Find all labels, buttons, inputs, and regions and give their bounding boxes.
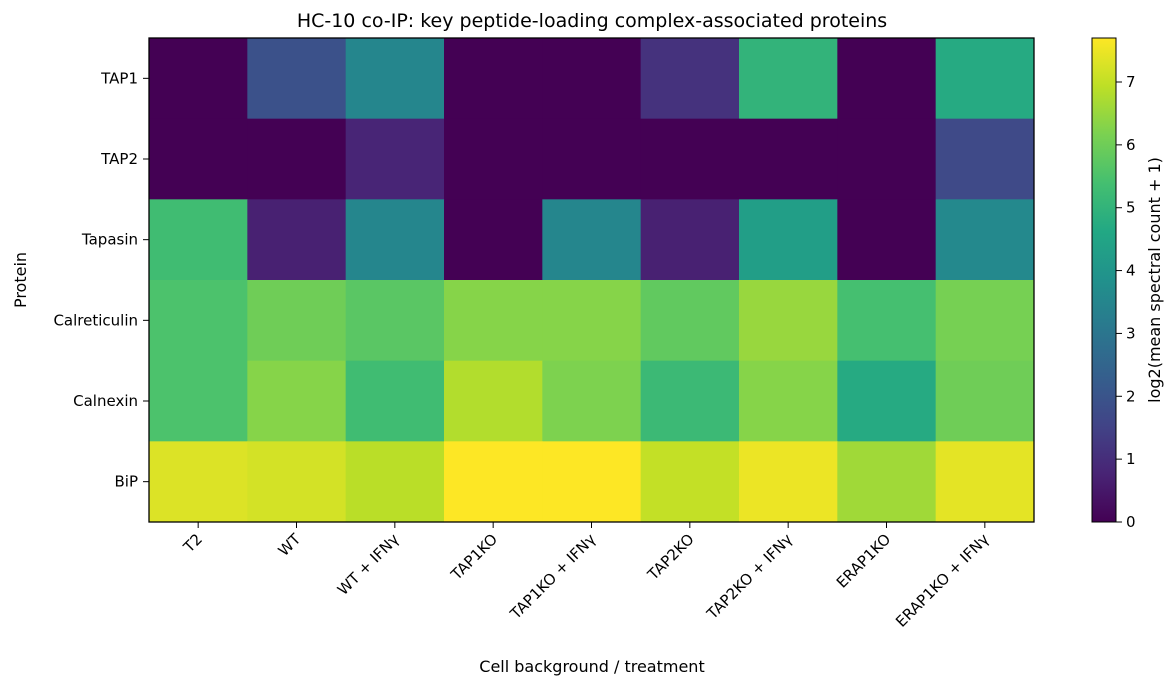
x-tick-label: TAP1KO + IFNγ <box>506 530 599 623</box>
colorbar-tick-label: 1 <box>1126 450 1136 468</box>
heatmap-cell <box>640 199 740 281</box>
heatmap-cell <box>345 199 445 281</box>
heatmap-cell <box>935 199 1035 281</box>
heatmap-cell <box>149 441 248 523</box>
heatmap-cell <box>935 441 1035 523</box>
heatmap-cell <box>837 280 937 362</box>
heatmap-cell <box>149 199 248 281</box>
heatmap-cell <box>247 118 347 200</box>
colorbar-tick-label: 2 <box>1126 387 1136 405</box>
heatmap-cell <box>247 199 347 281</box>
x-axis-label: Cell background / treatment <box>479 657 704 676</box>
heatmap-cell <box>345 38 445 120</box>
heatmap-cell <box>149 280 248 362</box>
heatmap-cell <box>935 118 1035 200</box>
heatmap-cell <box>444 118 543 200</box>
heatmap-cell <box>444 280 543 362</box>
colorbar-tick-label: 5 <box>1126 199 1136 217</box>
x-axis-ticks: T2 WT WT + IFNγ TAP1KO TAP1KO + IFNγ TAP2KO TA… <box>179 522 993 631</box>
x-tick-label: TAP2KO + IFNγ <box>703 530 796 623</box>
heatmap-cells <box>149 38 1035 523</box>
heatmap-cell <box>149 38 248 120</box>
y-tick-label: Calnexin <box>73 392 138 410</box>
heatmap-cell <box>837 199 937 281</box>
heatmap-cell <box>739 118 838 200</box>
heatmap-cell <box>935 360 1035 442</box>
heatmap-cell <box>935 38 1035 120</box>
heatmap-cell <box>640 441 740 523</box>
y-tick-label: TAP1 <box>100 69 138 87</box>
heatmap-cell <box>542 441 642 523</box>
x-tick-label: TAP2KO <box>643 530 697 584</box>
heatmap-cell <box>837 38 937 120</box>
heatmap-cell <box>542 360 642 442</box>
heatmap-cell <box>837 118 937 200</box>
y-tick-label: Calreticulin <box>53 311 138 329</box>
heatmap-cell <box>149 360 248 442</box>
heatmap-cell <box>640 38 740 120</box>
colorbar-tick-label: 3 <box>1126 324 1136 342</box>
heatmap-cell <box>444 199 543 281</box>
heatmap-cell <box>935 280 1035 362</box>
heatmap-cell <box>444 38 543 120</box>
heatmap-cell <box>739 199 838 281</box>
heatmap-cell <box>444 441 543 523</box>
heatmap-cell <box>640 280 740 362</box>
colorbar-tick-label: 4 <box>1126 262 1136 280</box>
heatmap-cell <box>837 441 937 523</box>
y-tick-label: TAP2 <box>100 150 138 168</box>
x-tick-label: TAP1KO <box>447 530 501 584</box>
x-tick-label: ERAP1KO <box>833 530 894 591</box>
heatmap-cell <box>542 38 642 120</box>
heatmap-cell <box>444 360 543 442</box>
heatmap-cell <box>739 360 838 442</box>
heatmap-cell <box>837 360 937 442</box>
colorbar-tick-label: 7 <box>1126 73 1136 91</box>
y-tick-label: Tapasin <box>81 231 138 249</box>
heatmap-cell <box>345 118 445 200</box>
heatmap-cell <box>542 199 642 281</box>
heatmap-cell <box>345 360 445 442</box>
heatmap-cell <box>247 38 347 120</box>
y-tick-label: BiP <box>114 473 138 491</box>
heatmap-cell <box>640 360 740 442</box>
colorbar-ticks: 0 1 2 3 4 5 6 7 <box>1116 73 1136 531</box>
heatmap-cell <box>542 280 642 362</box>
heatmap-cell <box>247 280 347 362</box>
heatmap-cell <box>247 441 347 523</box>
colorbar <box>1091 37 1117 523</box>
x-tick-label: WT <box>275 530 305 560</box>
heatmap-cell <box>345 441 445 523</box>
heatmap-cell <box>739 38 838 120</box>
heatmap-cell <box>247 360 347 442</box>
y-axis-ticks: TAP1 TAP2 Tapasin Calreticulin Calnexin BiP <box>53 69 149 491</box>
colorbar-tick-label: 6 <box>1126 136 1136 154</box>
colorbar-tick-label: 0 <box>1126 513 1136 531</box>
x-tick-label: WT + IFNγ <box>334 530 403 599</box>
heatmap-cell <box>149 118 248 200</box>
heatmap-cell <box>542 118 642 200</box>
heatmap-cell <box>739 441 838 523</box>
y-axis-label: Protein <box>11 252 30 308</box>
colorbar-label: log2(mean spectral count + 1) <box>1145 157 1164 403</box>
x-tick-label: T2 <box>179 530 206 557</box>
heatmap-cell <box>640 118 740 200</box>
heatmap-cell <box>345 280 445 362</box>
chart-title: HC-10 co-IP: key peptide-loading complex… <box>297 10 887 32</box>
heatmap-cell <box>739 280 838 362</box>
x-tick-label: ERAP1KO + IFNγ <box>892 530 993 631</box>
